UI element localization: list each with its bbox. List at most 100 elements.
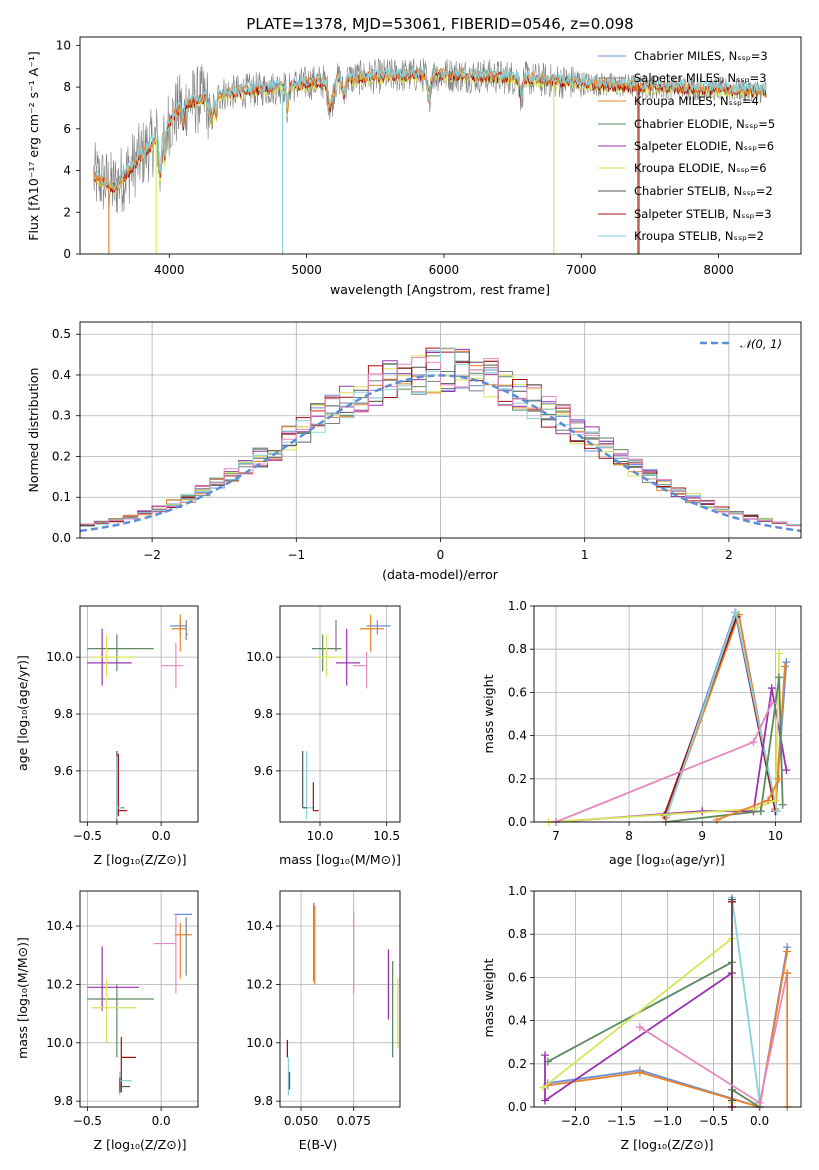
xtick-label: 10.0 [307, 829, 334, 843]
legend-label: Chabrier MILES, Nₛₛₚ=3 [634, 49, 768, 63]
xtick-label: −0.5 [73, 829, 102, 843]
legend-entry: Chabrier ELODIE, Nₛₛₚ=5 [598, 117, 775, 131]
ytick-label: 0.6 [508, 685, 527, 699]
ytick-label: 9.8 [254, 1094, 273, 1108]
ytick-label: 0.8 [508, 642, 527, 656]
spectrum-legend: Chabrier MILES, Nₛₛₚ=3 Salpeter MILES, N… [598, 49, 775, 243]
weight-z-line [544, 971, 733, 1107]
ytick-label: 10.0 [246, 1036, 273, 1050]
ytick-label: 10.0 [246, 650, 273, 664]
xtick-label: 0.0 [152, 1114, 171, 1128]
residuals-ytick: 0.5 [52, 327, 71, 341]
spectrum-panel: PLATE=1378, MJD=53061, FIBERID=0546, z=0… [26, 15, 802, 297]
weight-age-marker [764, 796, 773, 805]
ytick-label: 1.0 [508, 599, 527, 613]
legend-entry: Chabrier STELIB, Nₛₛₚ=2 [598, 184, 773, 198]
panel-grid [76, 891, 198, 1111]
residuals-ytick: 0.3 [52, 409, 71, 423]
weight-z-marker [539, 1083, 548, 1092]
legend-label: Salpeter MILES, Nₛₛₚ=3 [634, 71, 767, 85]
residuals-xtick: −2 [143, 548, 161, 562]
legend-label: Kroupa ELODIE, Nₛₛₚ=6 [634, 161, 767, 175]
ytick-label: 10.4 [46, 919, 73, 933]
spectrum-ytick: 10 [56, 38, 71, 52]
spectrum-ytick: 4 [63, 164, 71, 178]
ytick-label: 0.4 [508, 729, 527, 743]
weight-z-marker [783, 947, 792, 956]
legend-label: Kroupa MILES, Nₛₛₚ=4 [634, 94, 759, 108]
spectrum-xtick: 8000 [703, 263, 734, 277]
weight-z-marker [783, 969, 792, 978]
legend-entry: Kroupa ELODIE, Nₛₛₚ=6 [598, 161, 767, 175]
spectrum-x-ticks: 4000 5000 6000 7000 8000 [154, 263, 734, 277]
xtick-label: −0.5 [699, 1114, 728, 1128]
residuals-xtick: 0 [437, 548, 445, 562]
weight-age-line [548, 653, 780, 823]
ytick-label: 9.8 [254, 707, 273, 721]
ytick-label: 9.6 [54, 764, 73, 778]
weight-z-marker [727, 895, 736, 904]
residuals-xlabel: (data-model)/error [382, 567, 499, 582]
residuals-ytick: 0.1 [52, 490, 71, 504]
residuals-histogram-step [80, 347, 801, 526]
panel-frame [279, 890, 401, 1108]
age-vs-mass-panel: mass [log₁₀(M/M⊙)] 10.0 10.5 9.6 9.8 10.0 [246, 605, 401, 867]
ytick-label: 0.0 [508, 815, 527, 829]
panel-frame [79, 890, 199, 1108]
weight-age-marker [771, 796, 780, 805]
weight-age-marker [756, 807, 765, 816]
panel-plot [544, 608, 791, 826]
xtick-label: 7 [552, 829, 560, 843]
legend-label: Chabrier STELIB, Nₛₛₚ=2 [634, 184, 773, 198]
spectrum-ytick: 2 [63, 205, 71, 219]
weight-age-marker [772, 807, 781, 816]
panel-frame [533, 890, 802, 1108]
panel-plot [87, 913, 193, 1096]
weight-z-marker [755, 1098, 764, 1107]
weight-z-marker [541, 1096, 550, 1105]
ytick-label: 1.0 [508, 884, 527, 898]
mass-z-xlabel: Z [log₁₀(Z/Z⊙)] [94, 1137, 187, 1152]
panel-plot [286, 902, 399, 1096]
mass-ebv-xlabel: E(B-V) [299, 1137, 338, 1152]
weight-age-marker [775, 774, 784, 783]
weight-age-marker [778, 800, 787, 809]
ytick-label: 0.0 [508, 1100, 527, 1114]
residuals-xtick: 2 [725, 548, 733, 562]
weight-z-xlabel: Z [log₁₀(Z/Z⊙)] [621, 1137, 714, 1152]
panel-plot [539, 893, 792, 1111]
weight-age-marker [782, 766, 791, 775]
panel-frame [279, 605, 401, 823]
weight-age-line [666, 609, 778, 816]
ytick-label: 10.4 [246, 919, 273, 933]
weight-z-marker [727, 1096, 736, 1105]
ytick-label: 0.8 [508, 927, 527, 941]
weight-age-line [665, 677, 784, 823]
weight-vs-metallicity-panel: mass weight Z [log₁₀(Z/Z⊙)] −2.0 −1.5 −1.0… [481, 884, 802, 1152]
legend-label: Chabrier ELODIE, Nₛₛₚ=5 [634, 117, 775, 131]
weight-z-marker [635, 1023, 644, 1032]
panel-grid [276, 891, 400, 1111]
spectrum-ytick: 6 [63, 122, 71, 136]
residuals-ytick: 0.4 [52, 368, 71, 382]
spectrum-xtick: 4000 [154, 263, 185, 277]
mass-vs-ebv-panel: E(B-V) 0.050 0.075 9.8 10.0 10.2 10.4 [246, 890, 401, 1152]
residuals-xtick: 1 [581, 548, 589, 562]
age-vs-metallicity-panel: age [log₁₀(age/yr)] Z [log₁₀(Z/Z⊙)] −0.5… [15, 605, 199, 867]
weight-age-marker [767, 684, 776, 693]
spectrum-y-ticks: 0 2 4 6 8 10 [56, 38, 71, 261]
xtick-label: 0.075 [337, 1114, 371, 1128]
spectrum-title: PLATE=1378, MJD=53061, FIBERID=0546, z=0… [246, 15, 633, 33]
residuals-legend: 𝒩(0, 1) [700, 337, 782, 351]
spectrum-xtick: 5000 [291, 263, 322, 277]
legend-label: Salpeter ELODIE, Nₛₛₚ=6 [634, 139, 774, 153]
ytick-label: 0.2 [508, 772, 527, 786]
xtick-label: −1.5 [607, 1114, 636, 1128]
weight-z-line [547, 951, 789, 1109]
xtick-label: 9 [698, 829, 706, 843]
age-z-ylabel: age [log₁₀(age/yr)] [15, 655, 30, 771]
residuals-frame [79, 321, 802, 539]
ytick-label: 0.6 [508, 970, 527, 984]
panel-frame [533, 605, 802, 823]
